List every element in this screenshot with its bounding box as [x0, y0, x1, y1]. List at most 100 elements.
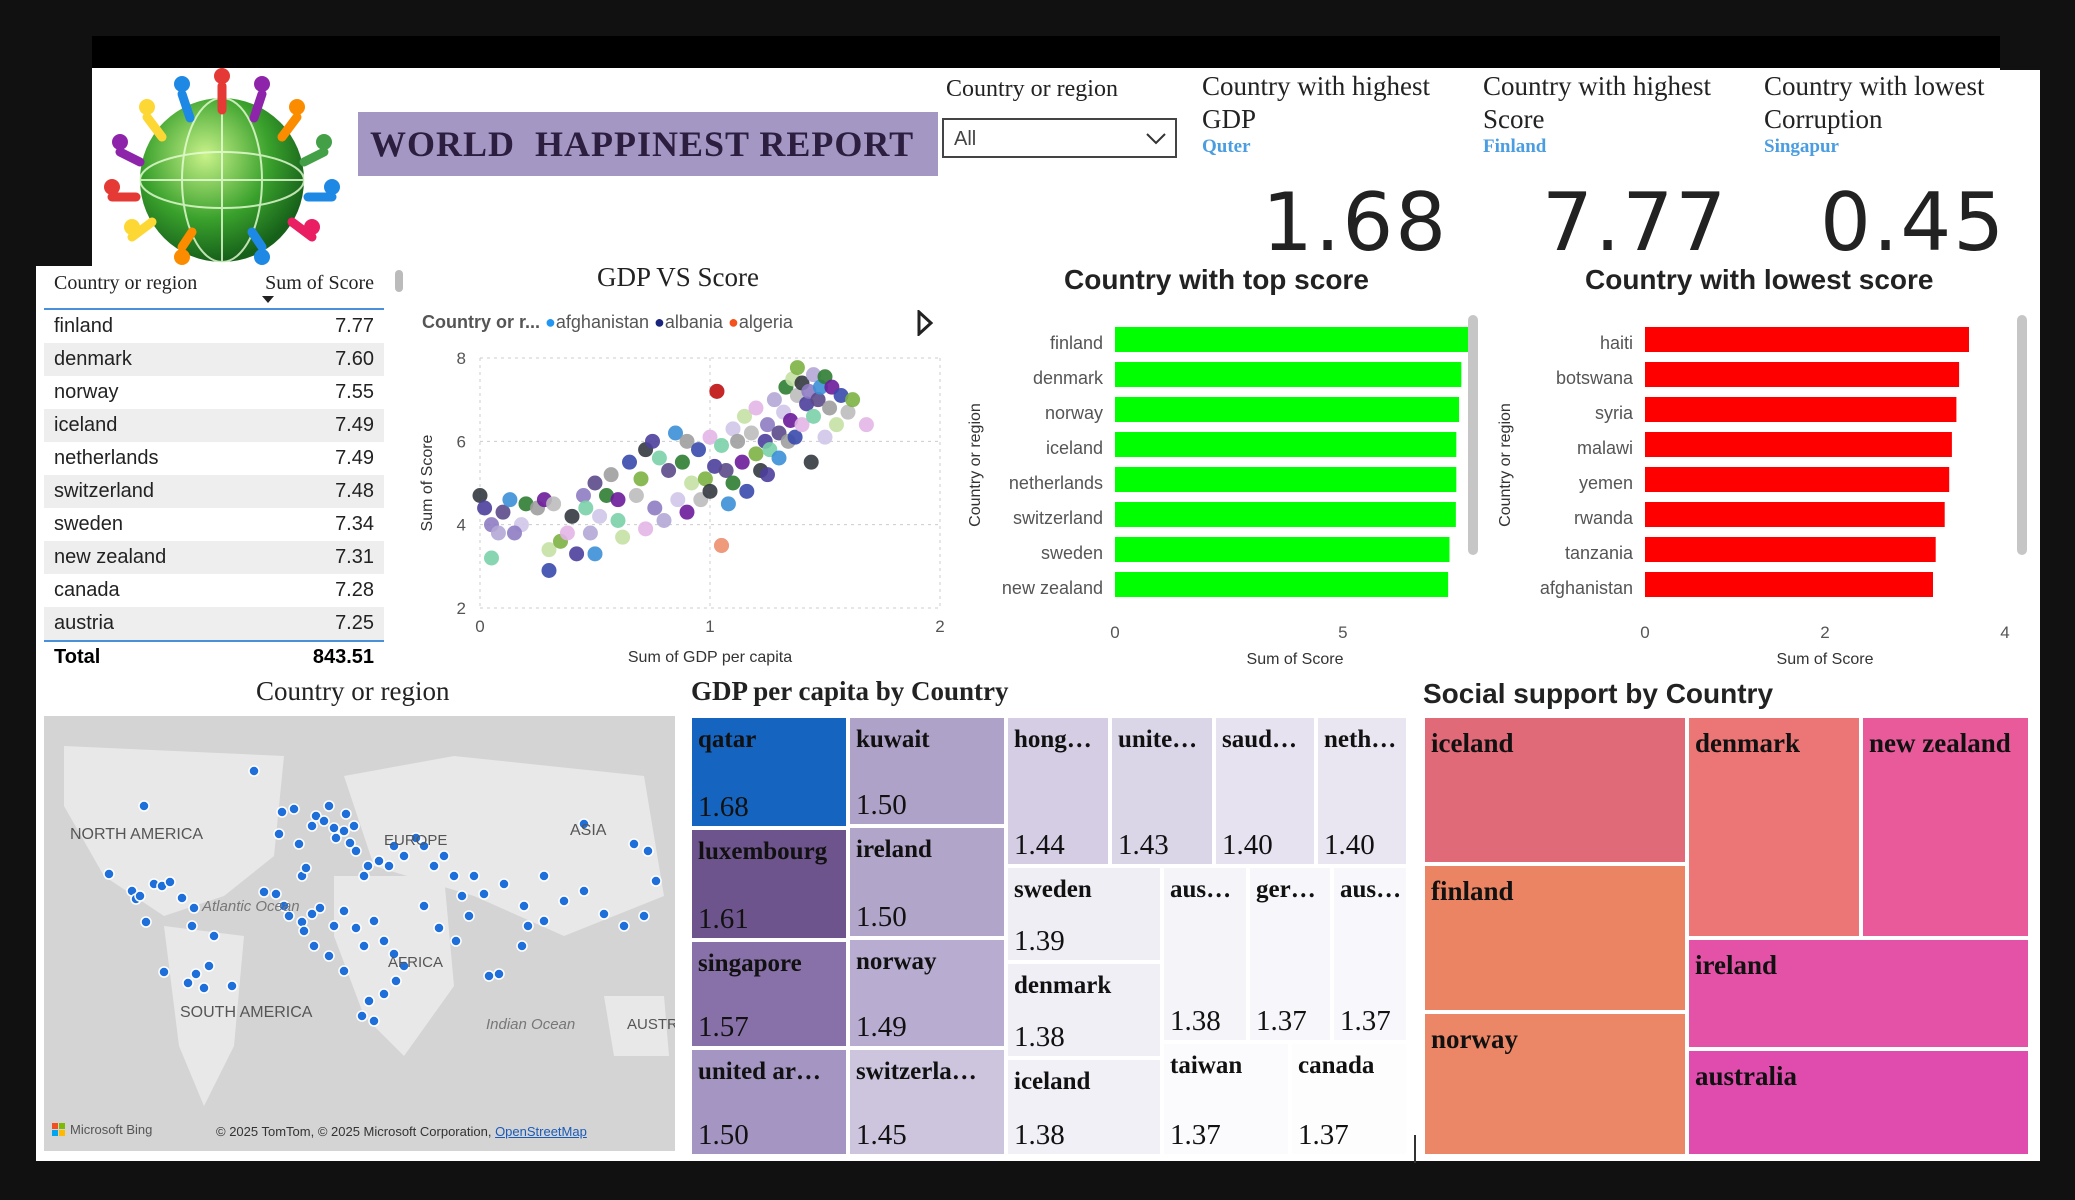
bar[interactable]: [1115, 432, 1457, 457]
map-point[interactable]: [270, 888, 282, 900]
scatter-point[interactable]: [783, 413, 798, 428]
treemap-cell[interactable]: hong… 1.44: [1006, 716, 1110, 866]
scatter-point[interactable]: [803, 454, 819, 470]
column-header-score[interactable]: Sum of Score: [265, 272, 374, 294]
country-map[interactable]: NORTH AMERICA Atlantic Ocean EUROPE ASIA…: [44, 716, 675, 1151]
treemap-cell[interactable]: ireland: [1687, 938, 2030, 1049]
treemap-cell[interactable]: aus… 1.38: [1162, 866, 1248, 1042]
map-point[interactable]: [388, 840, 400, 852]
map-point[interactable]: [300, 862, 312, 874]
scatter-point[interactable]: [714, 438, 729, 453]
map-point[interactable]: [103, 868, 115, 880]
map-point[interactable]: [578, 818, 590, 830]
bar[interactable]: [1645, 537, 1936, 562]
scatter-point[interactable]: [656, 513, 672, 528]
scatter-point[interactable]: [766, 392, 782, 408]
table-row[interactable]: new zealand 7.31: [44, 541, 384, 574]
map-point[interactable]: [328, 822, 340, 834]
map-point[interactable]: [418, 900, 430, 912]
scatter-point[interactable]: [684, 475, 700, 491]
treemap-cell[interactable]: finland: [1423, 864, 1687, 1012]
bar[interactable]: [1115, 327, 1470, 352]
table-row[interactable]: canada 7.28: [44, 574, 384, 607]
scatter-point[interactable]: [679, 504, 695, 520]
map-point[interactable]: [468, 870, 480, 882]
map-point[interactable]: [516, 940, 528, 952]
scatter-point[interactable]: [582, 525, 598, 541]
map-point[interactable]: [456, 890, 468, 902]
table-row[interactable]: austria 7.25: [44, 607, 384, 640]
bar[interactable]: [1645, 362, 1960, 387]
scatter-point[interactable]: [760, 467, 775, 483]
scatter-point[interactable]: [670, 492, 686, 508]
treemap-cell[interactable]: luxembourg 1.61: [690, 828, 848, 940]
map-point[interactable]: [344, 837, 356, 849]
treemap-cell[interactable]: ireland 1.50: [848, 826, 1006, 938]
map-point[interactable]: [288, 803, 300, 815]
map-point[interactable]: [398, 850, 410, 862]
treemap-cell[interactable]: switzerla… 1.45: [848, 1048, 1006, 1156]
treemap-cell[interactable]: saud… 1.40: [1214, 716, 1316, 866]
legend-item[interactable]: algeria: [738, 312, 793, 332]
map-point[interactable]: [176, 892, 188, 904]
map-point[interactable]: [478, 888, 490, 900]
scatter-point[interactable]: [541, 563, 557, 578]
scatter-point[interactable]: [599, 488, 614, 503]
legend-item[interactable]: albania: [664, 312, 723, 332]
map-point[interactable]: [558, 895, 570, 907]
map-point[interactable]: [186, 920, 198, 932]
scatter-point[interactable]: [702, 429, 718, 445]
treemap-cell[interactable]: unite… 1.43: [1110, 716, 1214, 866]
bar[interactable]: [1115, 362, 1462, 387]
scatter-point[interactable]: [674, 454, 690, 470]
treemap-cell[interactable]: aus… 1.37: [1332, 866, 1408, 1042]
osm-link[interactable]: OpenStreetMap: [495, 1124, 587, 1139]
scatter-point[interactable]: [495, 504, 511, 520]
treemap-cell[interactable]: neth… 1.40: [1316, 716, 1408, 866]
scatter-point[interactable]: [806, 367, 821, 383]
scatter-point[interactable]: [806, 408, 821, 424]
scatter-point[interactable]: [725, 421, 741, 437]
map-point[interactable]: [368, 1015, 380, 1027]
map-point[interactable]: [134, 890, 146, 902]
map-point[interactable]: [358, 870, 370, 882]
scatter-point[interactable]: [546, 496, 562, 512]
bar[interactable]: [1645, 467, 1950, 492]
map-point[interactable]: [314, 902, 326, 914]
scatter-point[interactable]: [628, 488, 644, 503]
treemap-cell[interactable]: singapore 1.57: [690, 940, 848, 1048]
scatter-point[interactable]: [748, 446, 764, 462]
table-row[interactable]: netherlands 7.49: [44, 442, 384, 475]
scatter-point[interactable]: [638, 521, 654, 537]
treemap-cell[interactable]: new zealand: [1861, 716, 2030, 938]
scatter-point[interactable]: [502, 492, 518, 508]
lowest-score-bar-chart[interactable]: haiti botswana syria malawi yemen rwanda tanza…: [1490, 310, 2020, 672]
scatter-point[interactable]: [787, 429, 803, 445]
scatter-point[interactable]: [720, 496, 736, 512]
scatter-point[interactable]: [789, 360, 805, 376]
map-point[interactable]: [378, 935, 390, 947]
map-point[interactable]: [638, 910, 650, 922]
scatter-point[interactable]: [518, 496, 534, 512]
map-point[interactable]: [338, 825, 350, 837]
map-point[interactable]: [628, 838, 640, 850]
scatter-point[interactable]: [477, 500, 493, 516]
map-point[interactable]: [390, 975, 402, 987]
map-point[interactable]: [140, 916, 152, 928]
social-support-treemap[interactable]: iceland finland norway denmark new zealand ir…: [1423, 716, 2030, 1156]
treemap-cell[interactable]: australia: [1687, 1049, 2030, 1156]
map-point[interactable]: [330, 832, 342, 844]
scatter-point[interactable]: [559, 525, 575, 541]
scatter-point[interactable]: [472, 488, 488, 503]
map-point[interactable]: [522, 920, 534, 932]
map-point[interactable]: [388, 948, 400, 960]
map-point[interactable]: [308, 940, 320, 952]
legend-item[interactable]: afghanistan: [555, 312, 649, 332]
map-point[interactable]: [318, 815, 330, 827]
scatter-point[interactable]: [858, 417, 874, 433]
map-point[interactable]: [203, 960, 215, 972]
scatter-point[interactable]: [633, 471, 649, 487]
map-point[interactable]: [350, 845, 362, 857]
scatter-point[interactable]: [760, 417, 775, 433]
scatter-point[interactable]: [661, 463, 677, 478]
